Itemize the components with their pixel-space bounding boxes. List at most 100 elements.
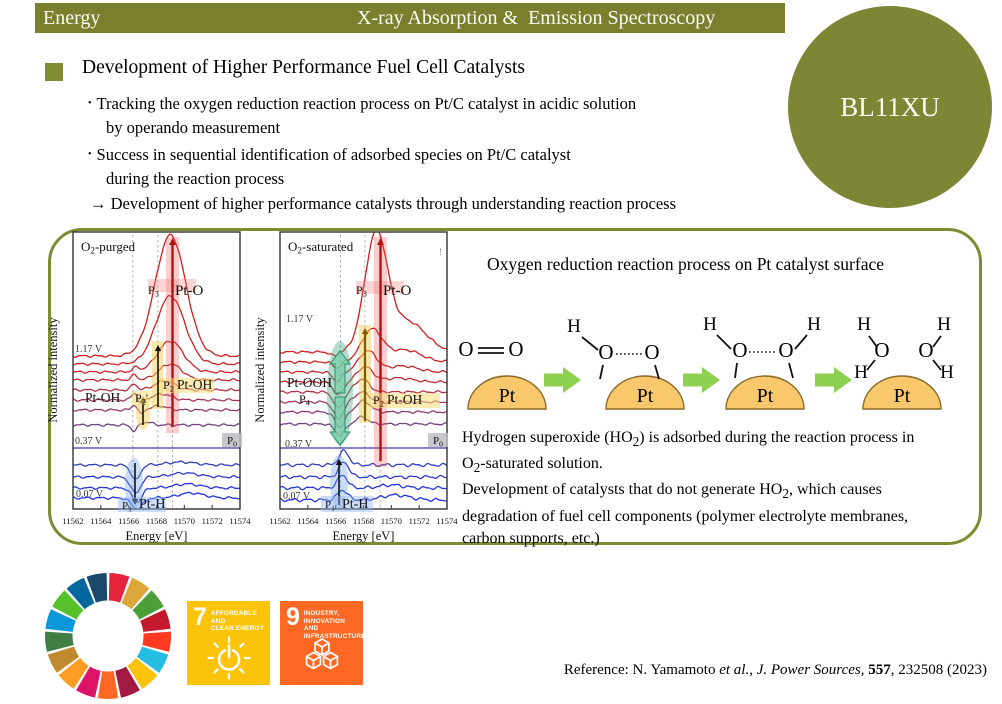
category-label: Energy <box>43 7 101 29</box>
spectrum-curve <box>280 474 447 491</box>
plot-annotation-label: Pt-H <box>342 497 368 512</box>
page-title: Development of Higher Performance Fuel C… <box>82 57 525 78</box>
bullet-2-line-1: • Success in sequential identification of… <box>88 145 571 164</box>
annotation-arrowhead <box>154 345 162 351</box>
spectrum-curve <box>73 471 240 494</box>
sdg-wheel-segment <box>58 658 89 689</box>
voltage-label: 1.17 V <box>75 344 103 355</box>
beamline-label: BL11XU <box>840 91 940 122</box>
voltage-label: 0.37 V <box>75 436 103 447</box>
pt-dome <box>725 375 805 410</box>
spectrum-curve <box>73 482 240 503</box>
x-tick-label: 11564 <box>297 516 319 526</box>
label-background <box>222 433 242 447</box>
chemical-bond <box>788 362 794 379</box>
plot-annotation-label: ! <box>439 247 442 257</box>
sdg-wheel-segment <box>44 631 74 652</box>
x-tick-label: 11572 <box>409 516 430 526</box>
pt-label: Pt <box>757 385 774 407</box>
sdg-wheel-segment <box>47 646 80 673</box>
finding-paragraph-1: Hydrogen superoxide (HO2) is adsorbed du… <box>462 429 915 476</box>
green-right-arrow <box>683 367 720 393</box>
cube-shape <box>305 651 321 670</box>
label-background <box>132 391 151 405</box>
plot-annotation-label: P1 <box>122 500 132 514</box>
plot-annotation-label: Pt-O <box>383 283 412 299</box>
reaction-heading: Oxygen reduction reaction process on Pt … <box>487 254 885 274</box>
chemical-bond <box>599 364 604 380</box>
finding-text: Hydrogen superoxide (HO2) is adsorbed du… <box>462 427 986 550</box>
spectrum-curve <box>280 232 447 357</box>
conclusion-arrow-line: → Development of higher performance cata… <box>90 194 677 213</box>
y-axis-title: Normalized intensity <box>255 317 267 423</box>
spectrum-curve <box>73 491 240 508</box>
plot-annotation-label: P1 <box>325 499 335 513</box>
sdg-wheel-segment <box>136 646 169 673</box>
peak-marker-arrowhead <box>377 238 384 245</box>
bullet-1-line-2: by operando measurement <box>106 118 281 137</box>
atom-label: H <box>854 362 868 383</box>
atom-label: H <box>940 362 954 383</box>
annotation-arrowhead <box>335 459 343 465</box>
pt-label: Pt <box>499 385 516 407</box>
spectrum-curve <box>73 294 240 366</box>
chemical-bond <box>866 359 876 371</box>
x-tick-label: 11570 <box>381 516 402 526</box>
sdg-7-number: 7 <box>193 603 207 631</box>
chemical-bond <box>734 362 738 379</box>
x-tick-label: 11570 <box>174 516 195 526</box>
x-tick-label: 11562 <box>269 516 290 526</box>
chemical-bond <box>581 336 599 351</box>
spectrum-curve <box>280 461 447 480</box>
sdg-tile-9: 9 INDUSTRY, INNOVATION AND INFRASTRUCTURE <box>280 601 365 685</box>
plot-annotation-label: P0 <box>433 435 443 449</box>
annotation-arrowhead <box>131 499 139 505</box>
y-axis-title: Normalized intensity <box>48 317 60 423</box>
label-background <box>428 433 448 447</box>
label-background <box>370 393 440 408</box>
xanes-plot-o2-purged: 11562 11564 11566 11568 11570 11572 11574 Energ… <box>48 231 251 543</box>
atom-label: H <box>703 314 717 335</box>
sdg-wheel-segment <box>52 590 84 620</box>
sdg-wheel-segment <box>121 577 150 610</box>
plot-annotation-label: P2 <box>163 378 174 394</box>
x-tick-label: 11574 <box>229 516 251 526</box>
atom-label: O <box>508 337 523 361</box>
spectrum-curve <box>73 233 240 358</box>
chemical-bond <box>794 334 808 350</box>
plot-annotation-label: O2-purged <box>81 239 136 256</box>
voltage-label: 0.37 V <box>285 439 313 450</box>
peak-marker-arrowhead <box>169 238 176 245</box>
x-tick-label: 11572 <box>202 516 223 526</box>
spectrum-curve <box>73 421 240 433</box>
sdg-9-number: 9 <box>286 603 300 631</box>
atom-label: O <box>644 340 659 364</box>
pt-dome <box>605 375 685 410</box>
sdg-wheel-segment <box>127 658 158 689</box>
spectrum-curve <box>280 489 447 503</box>
title-bullet-square <box>45 63 63 81</box>
pt-dome <box>467 375 547 410</box>
atom-label: H <box>857 314 871 335</box>
bullet-dot: • <box>88 98 92 109</box>
reference-line: Reference: N. Yamamoto et al., J. Power … <box>563 662 987 678</box>
sdg-tile-7: 7 AFFORDABLE AND CLEAN ENERGY <box>187 601 270 685</box>
sdg-wheel-segment <box>115 666 140 698</box>
sdg-wheel-segment <box>132 590 164 620</box>
sun-power-icon <box>206 636 251 680</box>
x-tick-label: 11574 <box>436 516 458 526</box>
x-tick-label: 11562 <box>62 516 83 526</box>
atom-label: H <box>937 314 951 335</box>
atom-label: O <box>918 338 933 362</box>
chemical-bond <box>654 364 660 380</box>
chemical-bond <box>932 359 942 371</box>
plot-annotation-label: Pt-OH <box>85 390 121 405</box>
plot-annotation-label: P3 <box>148 283 159 299</box>
green-block-arrow <box>328 396 352 446</box>
green-block-arrow <box>328 350 352 394</box>
sdg-wheel-segment <box>108 573 130 603</box>
cube-shape <box>313 638 330 656</box>
cube-shape <box>322 651 338 670</box>
sdg-wheel-segment <box>140 609 171 632</box>
